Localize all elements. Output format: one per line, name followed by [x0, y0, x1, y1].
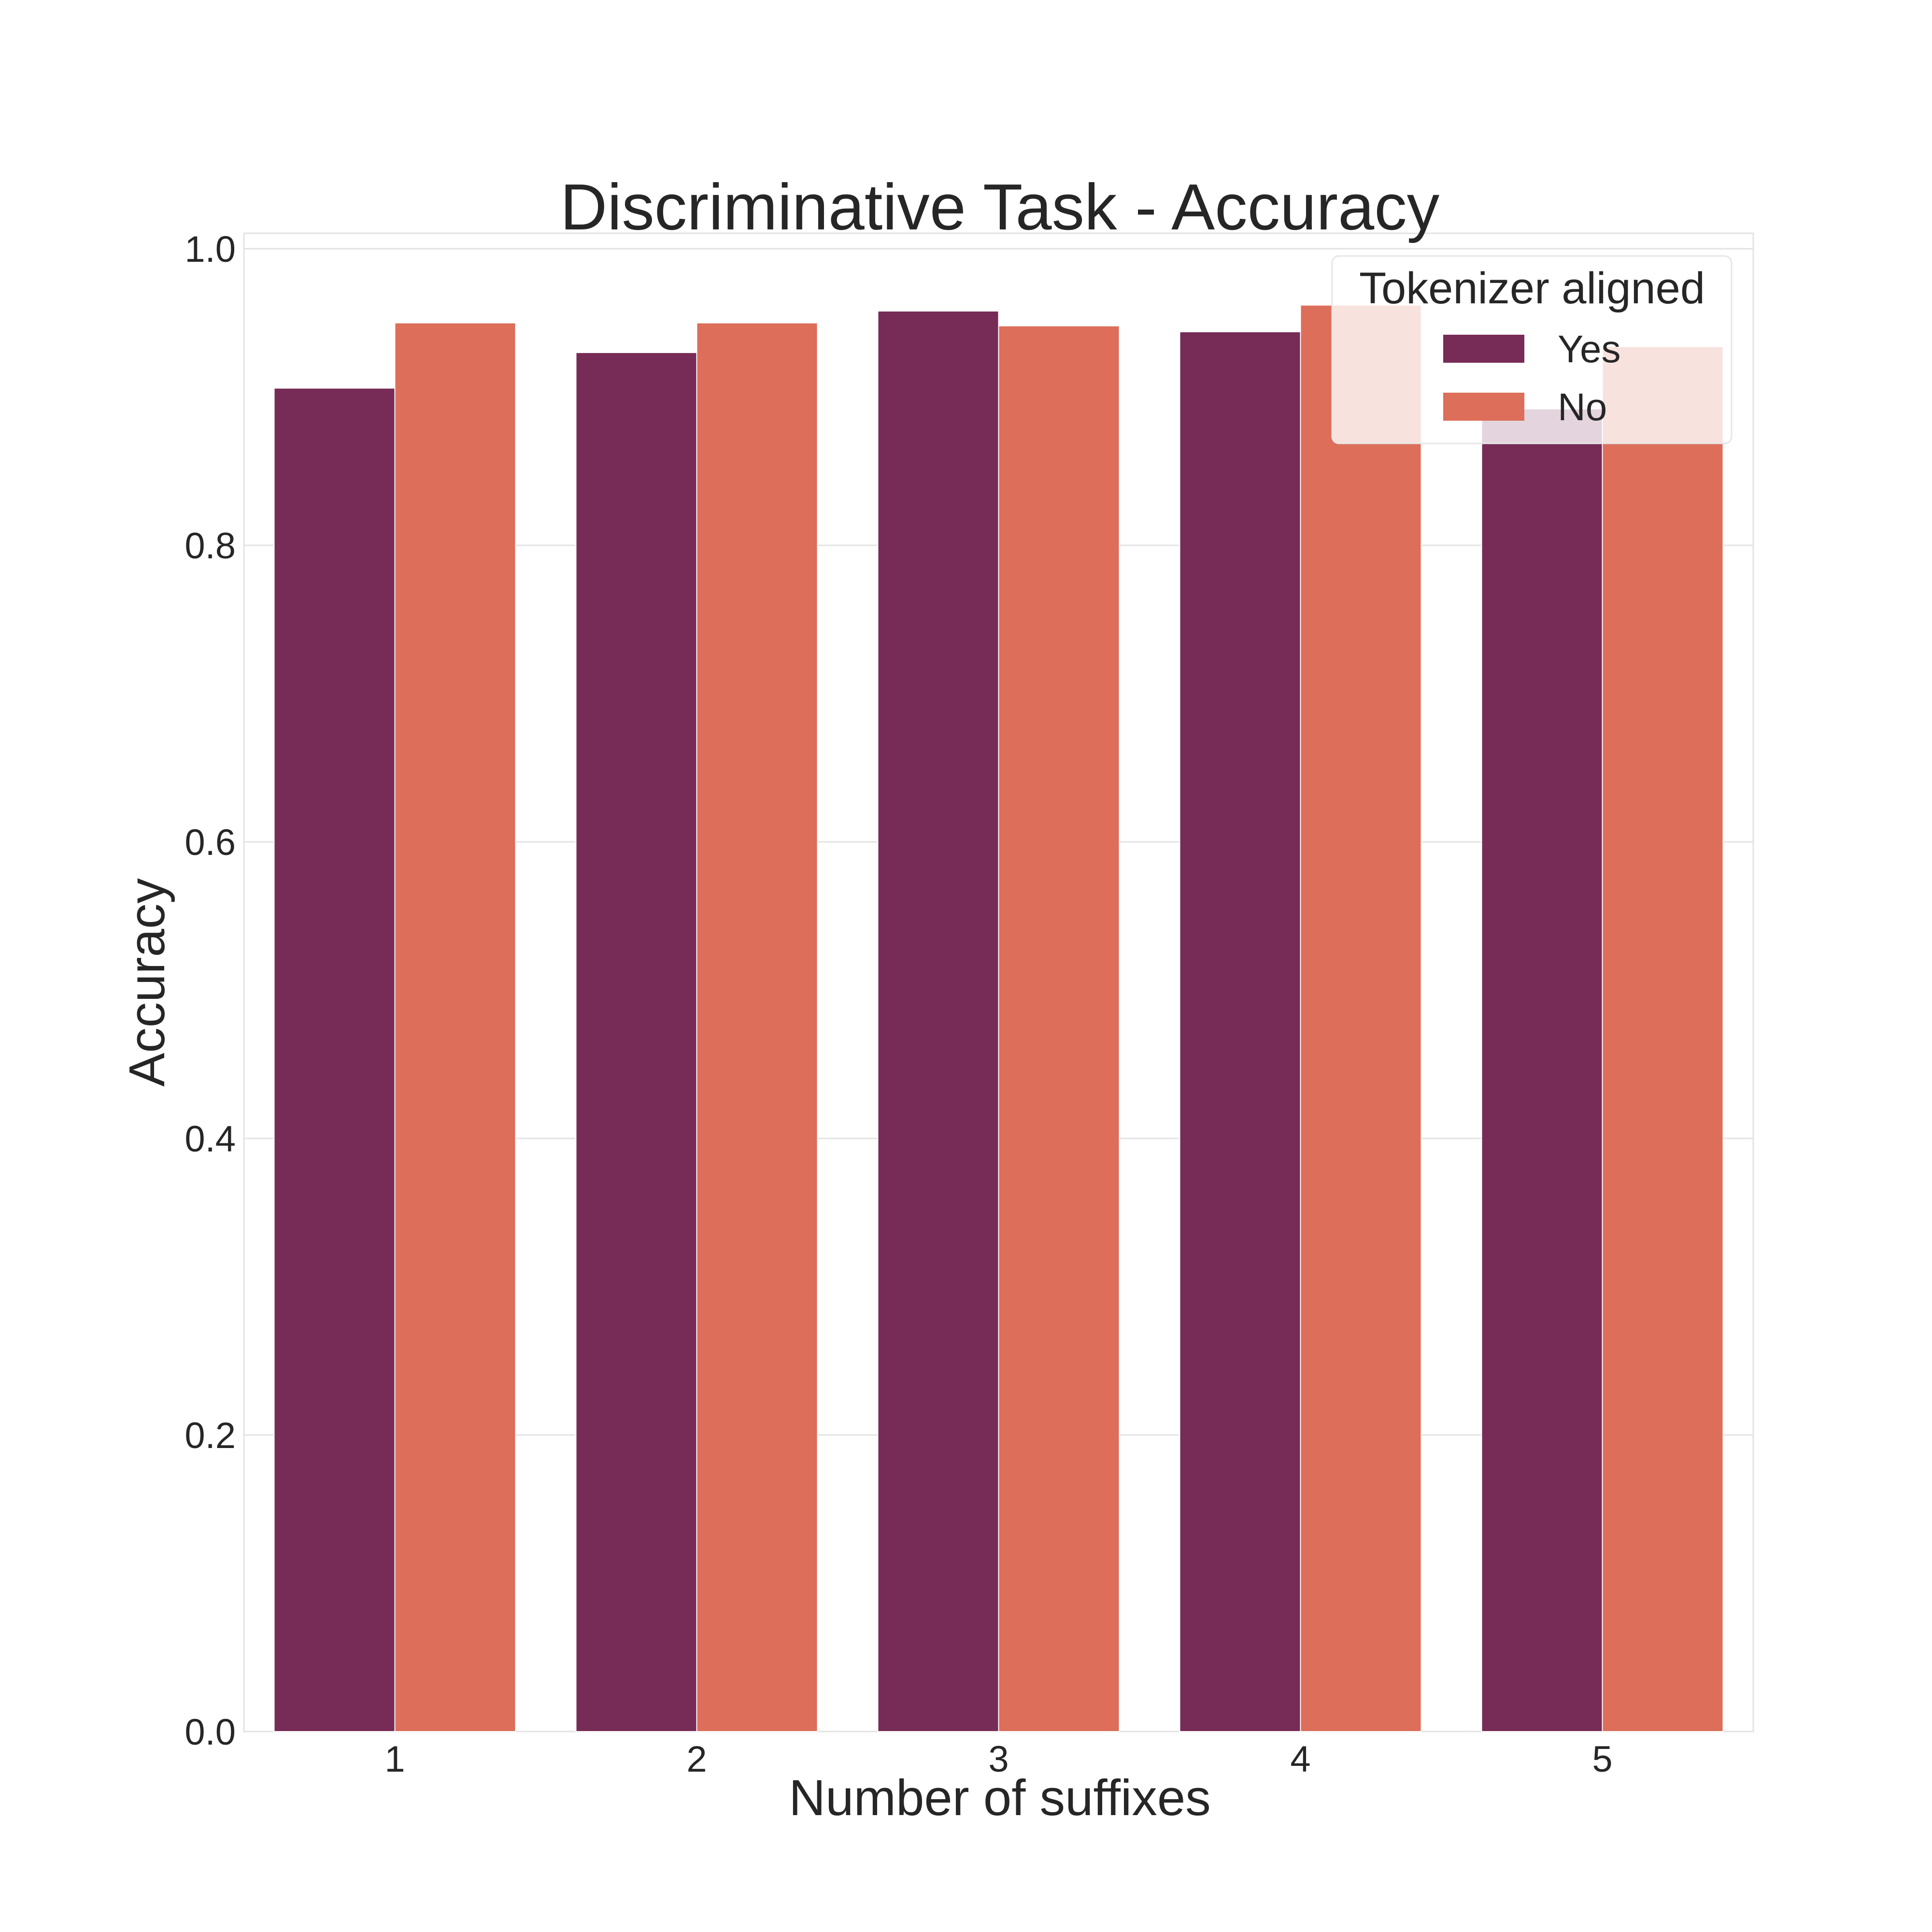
x-tick-label: 1 — [384, 1739, 405, 1780]
x-axis-label: Number of suffixes — [789, 1770, 1210, 1826]
x-tick-label: 2 — [686, 1739, 707, 1780]
bar-no-2 — [696, 322, 818, 1732]
bar-no-3 — [998, 325, 1120, 1733]
legend-label-no: No — [1558, 385, 1607, 428]
bar-yes-3 — [877, 310, 999, 1733]
x-tick-label: 4 — [1290, 1739, 1310, 1780]
legend-title: Tokenizer aligned — [1359, 264, 1705, 313]
y-tick-label: 0.4 — [185, 1119, 236, 1160]
y-tick-label: 0.8 — [185, 526, 236, 567]
legend-box — [1331, 255, 1733, 444]
legend-label-yes: Yes — [1558, 327, 1621, 370]
bar-no-5 — [1602, 346, 1724, 1732]
bar-yes-4 — [1179, 331, 1301, 1733]
y-tick-labels: 0.0 0.2 0.4 0.6 0.8 1.0 — [185, 229, 236, 1753]
y-axis-label: Accuracy — [119, 878, 175, 1087]
x-tick-label: 5 — [1592, 1739, 1612, 1780]
bar-no-1 — [394, 322, 516, 1732]
y-tick-label: 0.6 — [185, 822, 236, 863]
bar-yes-1 — [273, 387, 396, 1732]
bars — [273, 304, 1724, 1733]
bar-no-4 — [1300, 304, 1422, 1733]
x-tick-labels: 1 2 3 4 5 — [384, 1739, 1612, 1780]
legend-swatch-no — [1443, 393, 1524, 421]
chart-title: Discriminative Task - Accuracy — [560, 170, 1440, 243]
y-tick-label: 0.2 — [185, 1415, 236, 1456]
y-tick-label: 1.0 — [185, 229, 236, 270]
legend-swatch-yes — [1443, 335, 1524, 363]
bar-yes-2 — [575, 352, 697, 1733]
y-tick-label: 0.0 — [185, 1712, 236, 1753]
x-tick-label: 3 — [988, 1739, 1009, 1780]
legend: Tokenizer aligned Yes No — [1331, 255, 1733, 444]
bar-yes-5 — [1481, 408, 1603, 1732]
